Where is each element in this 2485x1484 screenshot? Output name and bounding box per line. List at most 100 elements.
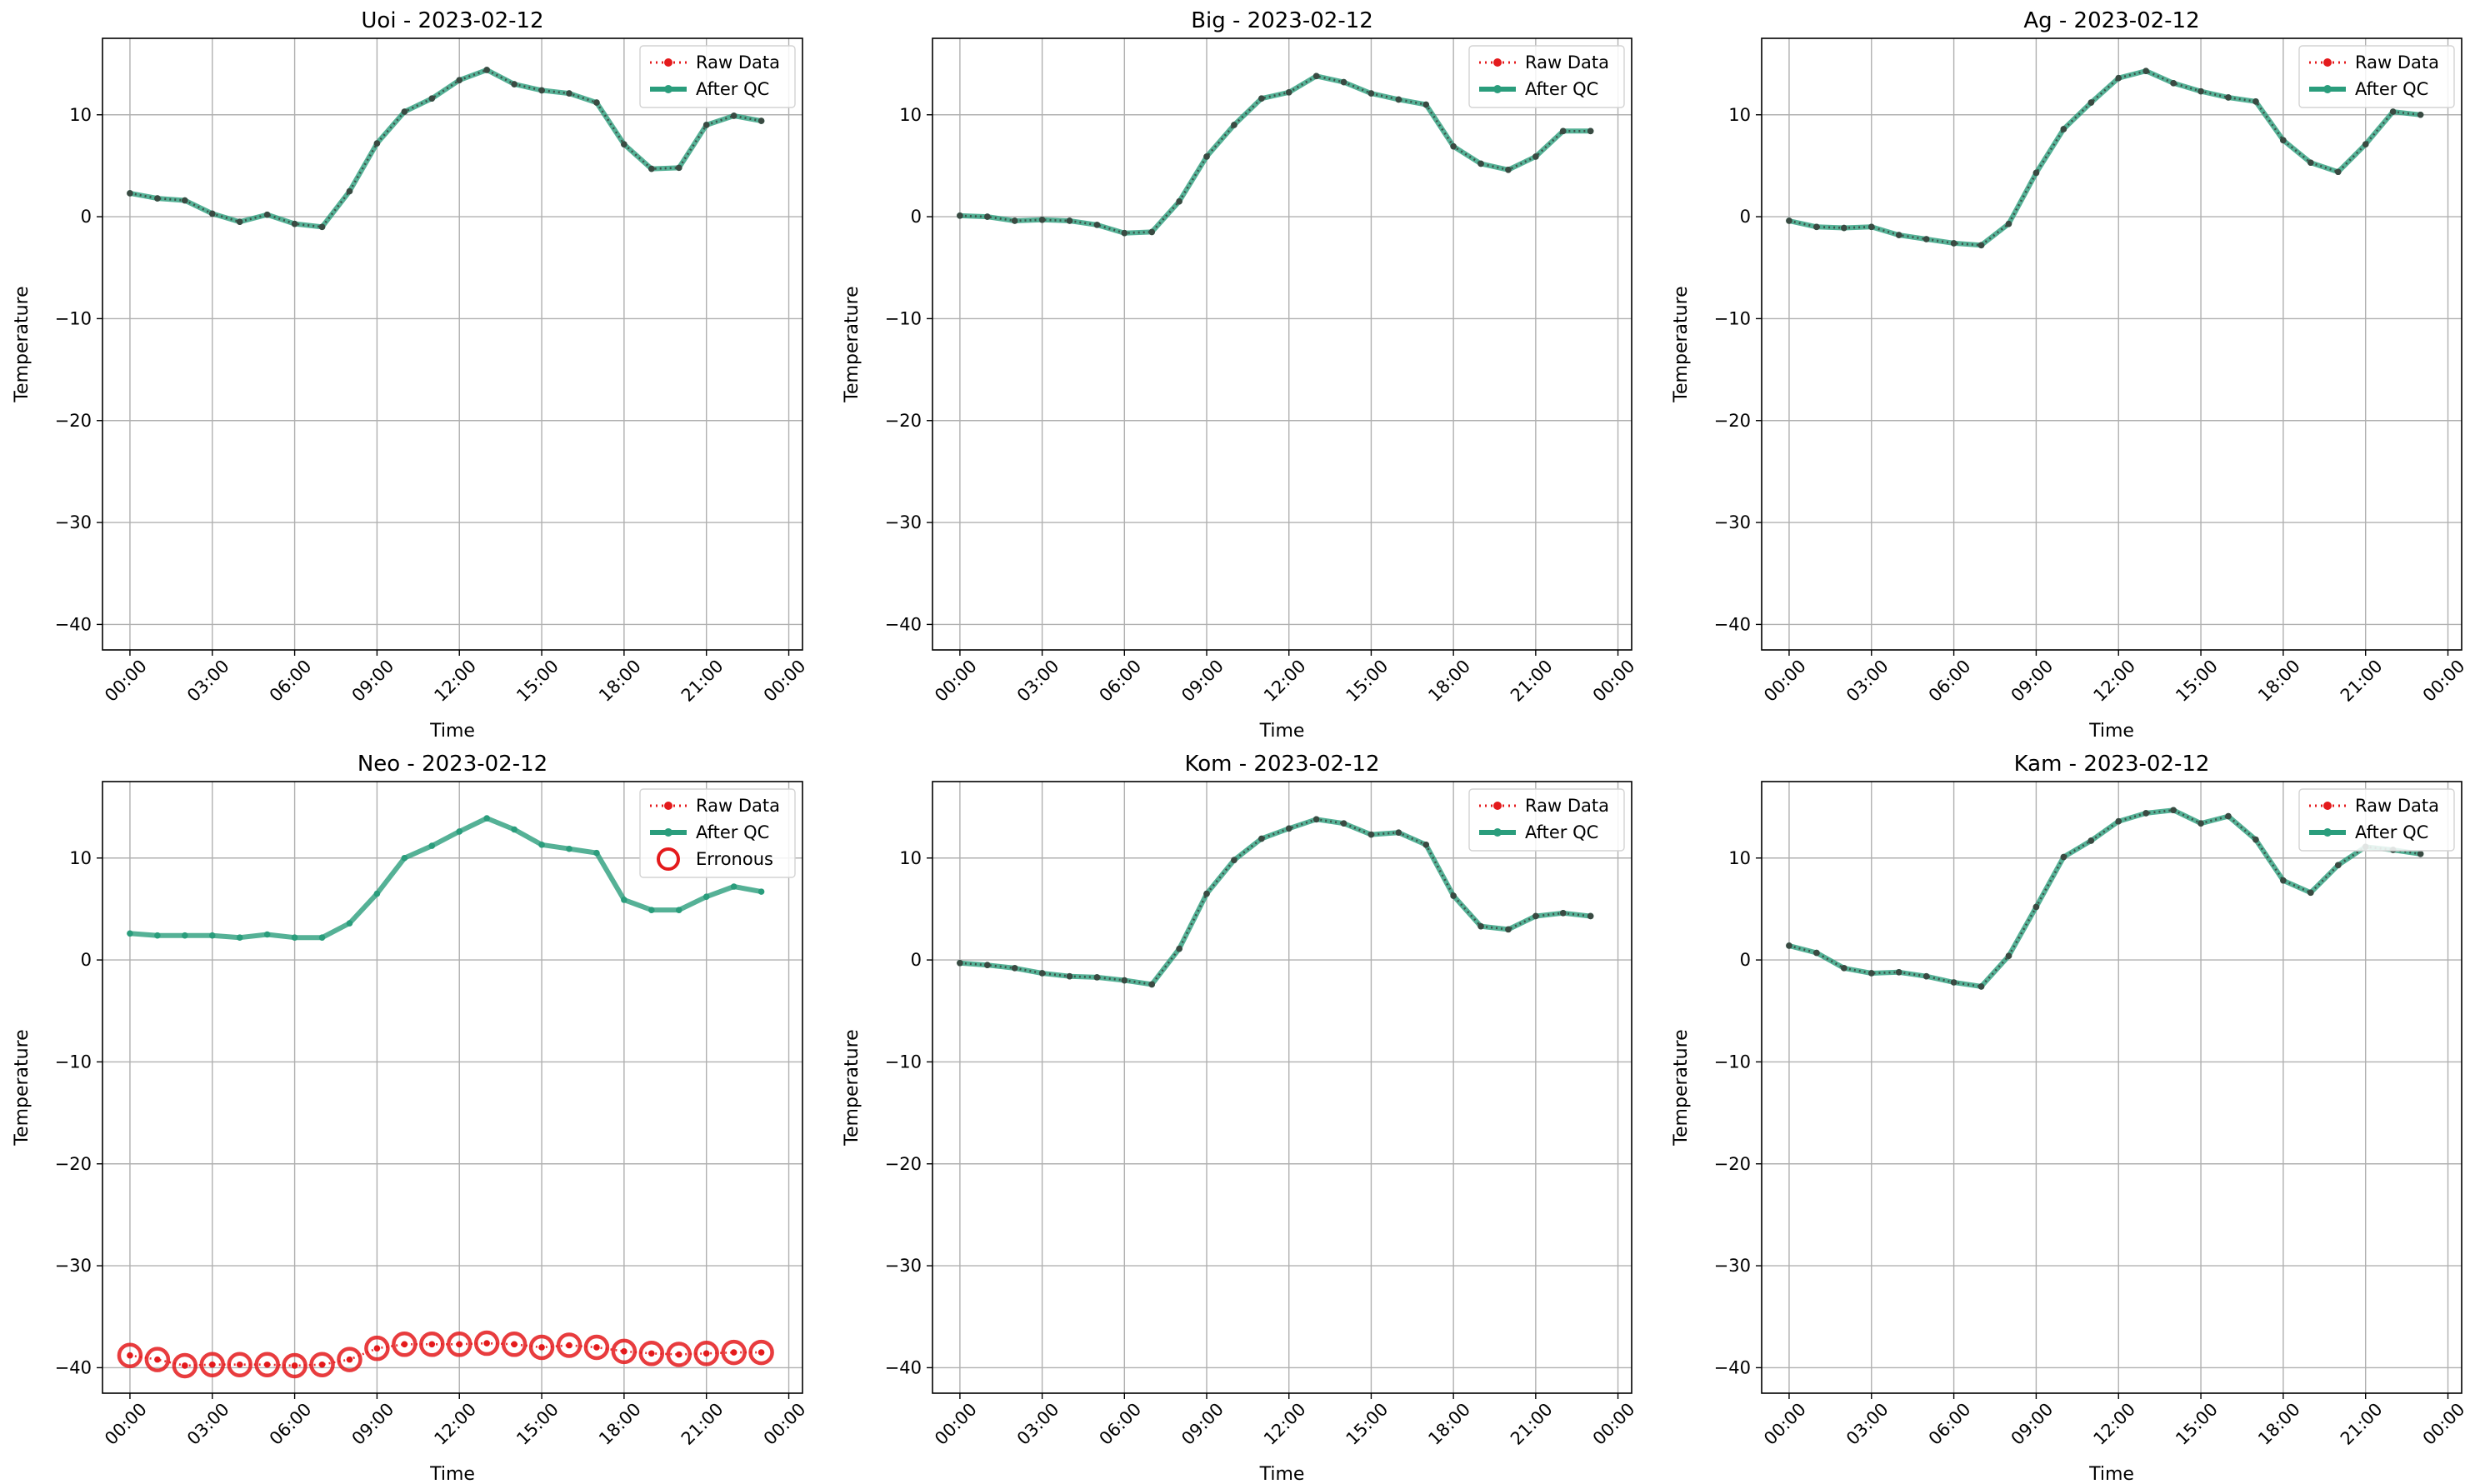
x-tick-label: 00:00 bbox=[1589, 656, 1639, 706]
x-tick-label: 15:00 bbox=[1342, 1399, 1392, 1449]
raw-data-point bbox=[1203, 890, 1210, 897]
raw-data-point bbox=[154, 195, 161, 202]
raw-data-point bbox=[1176, 197, 1182, 205]
legend-qc-marker bbox=[2323, 85, 2332, 93]
y-tick-label: −40 bbox=[885, 614, 922, 634]
y-tick-label: −20 bbox=[1714, 411, 1751, 431]
after-qc-point bbox=[648, 907, 655, 913]
erroneous-marker bbox=[528, 1334, 555, 1361]
raw-data-point bbox=[593, 1344, 600, 1351]
raw-data-point bbox=[1868, 223, 1875, 231]
plot-frame bbox=[932, 781, 1632, 1394]
raw-data-point bbox=[1532, 912, 1539, 920]
raw-data-point bbox=[1450, 142, 1457, 150]
erroneous-marker bbox=[144, 1347, 171, 1372]
raw-data-point bbox=[2032, 169, 2040, 177]
legend: Raw Data After QC bbox=[639, 45, 796, 108]
raw-data-point bbox=[2005, 220, 2012, 227]
raw-data-point bbox=[1395, 829, 1402, 836]
x-tick-label: 21:00 bbox=[1507, 1399, 1557, 1449]
series-line-raw-data bbox=[129, 1342, 762, 1367]
raw-data-point bbox=[1176, 945, 1182, 952]
raw-data-point bbox=[2088, 99, 2095, 106]
raw-data-point bbox=[1505, 167, 1512, 173]
subplot-5: 00:00 03:00 06:00 09:00 12:00 15:00 18:00 21:00… bbox=[842, 752, 1638, 1484]
legend: Raw Data After QC bbox=[2298, 45, 2455, 108]
x-tick-label: 15:00 bbox=[2172, 1399, 2222, 1449]
legend-label: After QC bbox=[2355, 822, 2428, 842]
raw-data-point bbox=[127, 1352, 133, 1359]
legend-label: After QC bbox=[696, 79, 769, 99]
x-tick-label: 06:00 bbox=[266, 1399, 316, 1449]
raw-data-point bbox=[1786, 942, 1792, 949]
y-tick-label: −30 bbox=[55, 512, 92, 532]
raw-data-point bbox=[511, 1341, 518, 1348]
raw-data-point bbox=[236, 1361, 243, 1368]
subplot-title: Neo - 2023-02-12 bbox=[358, 752, 548, 777]
after-qc-point bbox=[154, 932, 161, 939]
raw-data-point bbox=[1066, 972, 1073, 980]
raw-data-point bbox=[2225, 812, 2232, 820]
raw-data-point bbox=[758, 117, 765, 124]
y-tick-label: −10 bbox=[55, 1052, 92, 1072]
legend-qc-marker bbox=[664, 828, 672, 837]
raw-data-point bbox=[263, 211, 271, 218]
raw-data-point bbox=[2060, 853, 2068, 861]
y-tick-label: −20 bbox=[885, 411, 922, 431]
raw-data-point bbox=[208, 1361, 216, 1368]
raw-data-point bbox=[263, 1361, 271, 1368]
raw-data-point bbox=[1559, 910, 1567, 917]
raw-data-point bbox=[1895, 968, 1902, 976]
raw-data-point bbox=[2280, 137, 2287, 144]
after-qc-point bbox=[263, 931, 271, 938]
x-axis-label: Time bbox=[1259, 721, 1305, 742]
raw-data-point bbox=[1285, 825, 1292, 832]
legend-qc-marker bbox=[664, 85, 672, 93]
x-tick-label: 03:00 bbox=[1842, 1399, 1892, 1449]
series-line-raw-data bbox=[1788, 69, 2421, 247]
raw-data-point bbox=[957, 212, 963, 219]
y-tick-label: −20 bbox=[885, 1154, 922, 1174]
y-tick-label: 10 bbox=[69, 848, 92, 868]
x-tick-label: 09:00 bbox=[348, 1399, 398, 1449]
x-tick-label: 06:00 bbox=[1925, 656, 1975, 706]
x-tick-label: 03:00 bbox=[1842, 656, 1892, 706]
x-tick-label: 09:00 bbox=[1178, 656, 1228, 706]
subplot-1: 00:00 03:00 06:00 09:00 12:00 15:00 18:00 21:00… bbox=[12, 8, 809, 742]
erroneous-marker bbox=[721, 1339, 747, 1366]
y-tick-label: 10 bbox=[69, 105, 92, 125]
raw-data-point bbox=[1868, 970, 1875, 977]
raw-data-point bbox=[1093, 222, 1101, 228]
y-axis-label: Temperature bbox=[842, 1029, 862, 1146]
erroneous-marker bbox=[337, 1347, 362, 1372]
raw-data-point bbox=[1559, 127, 1567, 135]
x-tick-label: 15:00 bbox=[512, 656, 562, 706]
x-tick-label: 09:00 bbox=[1178, 1399, 1228, 1449]
raw-data-point bbox=[538, 87, 545, 94]
x-tick-label: 00:00 bbox=[1589, 1399, 1639, 1449]
x-tick-label: 21:00 bbox=[2337, 1399, 2387, 1449]
raw-data-point bbox=[1368, 90, 1375, 97]
x-tick-label: 00:00 bbox=[2419, 1399, 2469, 1449]
raw-data-point bbox=[318, 1361, 326, 1368]
legend-label: After QC bbox=[696, 822, 769, 842]
after-qc-point bbox=[208, 932, 216, 939]
y-tick-label: −40 bbox=[885, 1357, 922, 1377]
x-tick-label: 03:00 bbox=[1013, 656, 1063, 706]
raw-data-point bbox=[2142, 67, 2149, 74]
y-tick-label: −30 bbox=[1714, 1256, 1751, 1276]
raw-data-point bbox=[2170, 80, 2177, 87]
raw-data-point bbox=[127, 190, 133, 197]
raw-data-point bbox=[1395, 96, 1402, 103]
raw-data-point bbox=[621, 1348, 628, 1355]
raw-data-point bbox=[1066, 217, 1073, 224]
legend-raw-marker bbox=[1493, 58, 1502, 67]
raw-data-point bbox=[1978, 242, 1985, 249]
legend-label: After QC bbox=[1525, 822, 1598, 842]
raw-data-point bbox=[1587, 127, 1594, 135]
raw-data-point bbox=[1922, 972, 1930, 980]
raw-data-point bbox=[1121, 229, 1128, 237]
raw-data-point bbox=[2115, 817, 2122, 825]
after-qc-point bbox=[758, 888, 765, 895]
y-tick-label: −20 bbox=[55, 411, 92, 431]
